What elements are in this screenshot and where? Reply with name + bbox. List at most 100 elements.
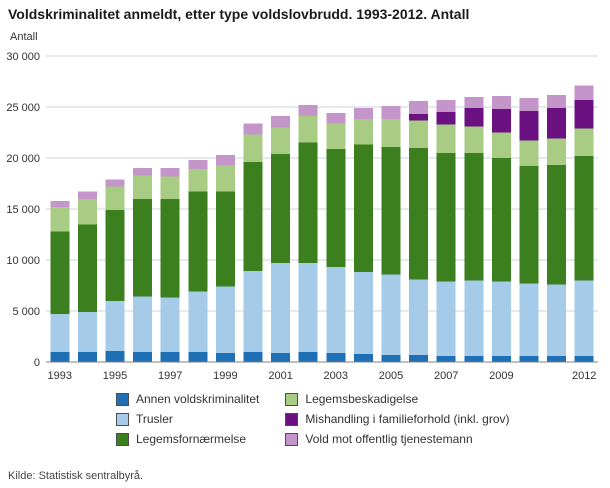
y-tick-label: 0 bbox=[34, 357, 40, 369]
bar-segment bbox=[464, 355, 484, 362]
bar-segment bbox=[491, 109, 511, 133]
bar-segment bbox=[215, 286, 235, 353]
bar-segment bbox=[160, 351, 180, 362]
bar-segment bbox=[353, 272, 373, 354]
bar-2000 bbox=[243, 123, 263, 362]
source-note: Kilde: Statistisk sentralbyrå. bbox=[8, 470, 144, 482]
bar-segment bbox=[50, 200, 70, 207]
x-tick-label: 2003 bbox=[324, 370, 348, 382]
bar-segment bbox=[409, 100, 429, 115]
legend-swatch bbox=[285, 432, 299, 446]
bar-segment bbox=[160, 168, 180, 177]
bar-segment bbox=[547, 108, 567, 139]
legend-swatch bbox=[116, 392, 129, 406]
bar-segment bbox=[298, 351, 318, 362]
bar-segment bbox=[105, 300, 125, 351]
bar-1998 bbox=[188, 160, 208, 362]
bar-segment bbox=[243, 134, 263, 163]
x-tick-label: 2005 bbox=[379, 370, 403, 382]
chart-legend: Annen voldskriminalitet Trusler Legemsforn… bbox=[116, 392, 510, 446]
bar-segment bbox=[188, 160, 208, 170]
bar-segment bbox=[133, 198, 153, 297]
bar-segment bbox=[271, 352, 291, 362]
bar-segment bbox=[409, 147, 429, 280]
legend-label: Mishandling i familieforhold (inkl. grov… bbox=[305, 412, 510, 426]
bar-segment bbox=[519, 97, 539, 112]
legend-item-annen-voldskriminalitet: Annen voldskriminalitet bbox=[116, 392, 259, 406]
bar-2002 bbox=[298, 104, 318, 362]
bar-segment bbox=[188, 351, 208, 362]
bar-2001 bbox=[271, 116, 291, 362]
bar-segment bbox=[326, 352, 346, 362]
bar-segment bbox=[215, 154, 235, 166]
x-tick-label: 2012 bbox=[572, 370, 596, 382]
legend-swatch bbox=[116, 412, 129, 426]
y-tick-label: 30 000 bbox=[6, 51, 40, 63]
bar-segment bbox=[353, 119, 373, 145]
bar-segment bbox=[298, 116, 318, 143]
bar-segment bbox=[491, 281, 511, 356]
bar-segment bbox=[409, 279, 429, 355]
bar-segment bbox=[105, 179, 125, 187]
bar-segment bbox=[50, 231, 70, 315]
y-axis-label: Antall bbox=[10, 31, 38, 43]
bar-segment bbox=[271, 263, 291, 353]
bar-segment bbox=[160, 198, 180, 298]
bar-segment bbox=[50, 351, 70, 362]
bar-segment bbox=[243, 271, 263, 352]
bar-segment bbox=[464, 152, 484, 281]
x-tick-label: 1997 bbox=[158, 370, 182, 382]
bar-segment bbox=[436, 152, 456, 282]
bar-segment bbox=[160, 176, 180, 199]
bar-segment bbox=[326, 113, 346, 124]
bar-2009 bbox=[491, 95, 511, 362]
bar-2011 bbox=[547, 94, 567, 362]
legend-swatch bbox=[116, 432, 129, 446]
bar-segment bbox=[381, 105, 401, 120]
y-tick-label: 25 000 bbox=[6, 102, 40, 114]
chart-title: Voldskriminalitet anmeldt, etter type vo… bbox=[8, 6, 470, 22]
legend-item-legemsbeskadigelse: Legemsbeskadigelse bbox=[285, 392, 509, 406]
bar-segment bbox=[381, 146, 401, 275]
bar-segment bbox=[519, 111, 539, 141]
bar-segment bbox=[464, 126, 484, 153]
legend-item-trusler: Trusler bbox=[116, 412, 259, 426]
bar-segment bbox=[243, 123, 263, 135]
bar-segment bbox=[160, 297, 180, 352]
bar-2010 bbox=[519, 97, 539, 362]
bar-segment bbox=[50, 206, 70, 232]
bar-segment bbox=[77, 198, 97, 225]
bar-segment bbox=[77, 312, 97, 352]
bar-segment bbox=[519, 166, 539, 284]
y-tick-label: 10 000 bbox=[6, 255, 40, 267]
bar-segment bbox=[491, 132, 511, 158]
bar-segment bbox=[519, 140, 539, 167]
y-tick-label: 5 000 bbox=[12, 306, 40, 318]
bar-segment bbox=[105, 186, 125, 211]
bar-segment bbox=[436, 124, 456, 153]
bar-segment bbox=[464, 96, 484, 109]
bar-segment bbox=[519, 355, 539, 362]
x-tick-label: 2001 bbox=[268, 370, 292, 382]
x-tick-label: 1995 bbox=[103, 370, 127, 382]
bar-1997 bbox=[160, 168, 180, 362]
bar-segment bbox=[381, 274, 401, 355]
legend-item-legemsfornærmelse: Legemsfornærmelse bbox=[116, 432, 259, 446]
stacked-bar-chart: 0 5 000 10 000 15 000 20 000 25 000 30 000 1993… bbox=[6, 51, 598, 382]
bar-segment bbox=[105, 210, 125, 301]
bar-segment bbox=[326, 267, 346, 353]
bar-2007 bbox=[436, 99, 456, 362]
bar-segment bbox=[436, 355, 456, 362]
bar-segment bbox=[133, 175, 153, 199]
legend-label: Legemsbeskadigelse bbox=[305, 392, 419, 406]
bar-segment bbox=[547, 94, 567, 109]
bar-segment bbox=[133, 168, 153, 176]
y-tick-label: 20 000 bbox=[6, 153, 40, 165]
bar-segment bbox=[326, 148, 346, 268]
bar-2004 bbox=[353, 108, 373, 362]
bar-segment bbox=[574, 155, 594, 281]
bar-2012 bbox=[574, 85, 594, 362]
bar-segment bbox=[464, 108, 484, 127]
bar-segment bbox=[547, 165, 567, 285]
